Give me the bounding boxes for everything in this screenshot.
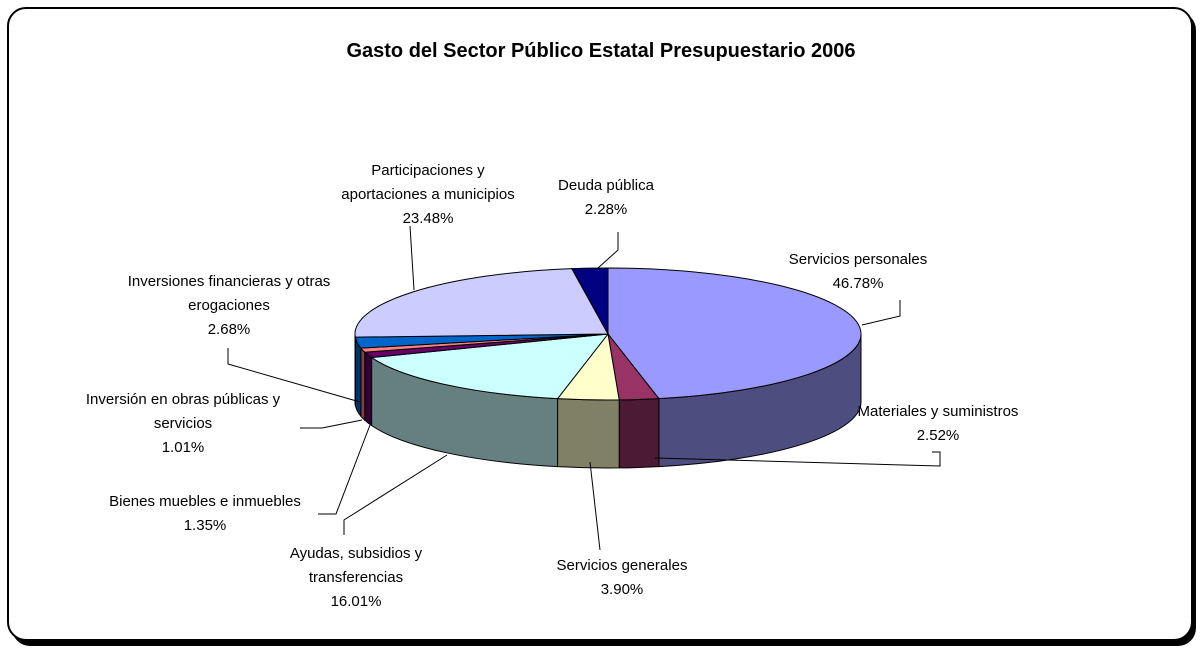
- category-label: Servicios generales: [556, 557, 688, 574]
- pie-side: [557, 398, 620, 469]
- slice-label: Servicios generales 3.90%: [527, 554, 717, 602]
- value-label: 23.48%: [402, 210, 454, 227]
- category-label: Bienes muebles e inmuebles: [109, 493, 301, 510]
- value-label: 2.68%: [207, 321, 251, 338]
- value-label: 16.01%: [330, 593, 382, 610]
- leader-line: [597, 232, 619, 269]
- category-label: Inversión en obras públicas y servicios: [85, 391, 281, 432]
- slice-label: Deuda pública 2.28%: [536, 174, 676, 222]
- value-label: 2.52%: [916, 427, 960, 444]
- slice-label: Servicios personales 46.78%: [758, 248, 958, 296]
- chart-title: Gasto del Sector Público Estatal Presupu…: [346, 40, 856, 62]
- pie-side: [618, 398, 660, 469]
- slice-label: Inversión en obras públicas y servicios 1…: [63, 388, 303, 460]
- leader-line: [861, 300, 901, 326]
- leader-line: [654, 451, 941, 467]
- pie-side: [360, 346, 366, 422]
- pie-slice: [607, 267, 862, 400]
- value-label: 3.90%: [600, 581, 644, 598]
- category-label: Participaciones y aportaciones a municip…: [341, 162, 515, 203]
- leader-line: [409, 225, 415, 291]
- pie-slice: [370, 333, 610, 400]
- value-label: 46.78%: [832, 275, 884, 292]
- leader-line: [318, 424, 371, 515]
- category-label: Materiales y suministros: [857, 403, 1019, 420]
- category-label: Deuda pública: [558, 177, 654, 194]
- pie-side: [354, 337, 362, 418]
- pie-side: [364, 351, 373, 427]
- value-label: 1.01%: [161, 439, 205, 456]
- category-label: Inversiones financieras y otras erogacio…: [127, 273, 331, 314]
- pie-tops: [354, 267, 862, 401]
- category-label: Ayudas, subsidios y transferencias: [289, 545, 423, 586]
- leader-lines: [227, 225, 941, 551]
- value-label: 2.28%: [584, 201, 628, 218]
- pie-sides: [354, 333, 862, 469]
- slice-label: Bienes muebles e inmuebles 1.35%: [85, 490, 325, 538]
- leader-line: [227, 348, 361, 403]
- slice-label: Ayudas, subsidios y transferencias 16.01%: [276, 542, 436, 614]
- leader-line: [300, 419, 363, 429]
- slice-label: Inversiones financieras y otras erogacio…: [124, 270, 334, 342]
- leader-line: [343, 454, 448, 535]
- category-label: Servicios personales: [788, 251, 928, 268]
- value-label: 1.35%: [183, 517, 227, 534]
- slice-label: Participaciones y aportaciones a municip…: [328, 159, 528, 231]
- leader-line: [589, 461, 601, 551]
- slice-label: Materiales y suministros 2.52%: [828, 400, 1048, 448]
- pie-slice: [571, 267, 609, 335]
- pie-slice: [354, 268, 609, 338]
